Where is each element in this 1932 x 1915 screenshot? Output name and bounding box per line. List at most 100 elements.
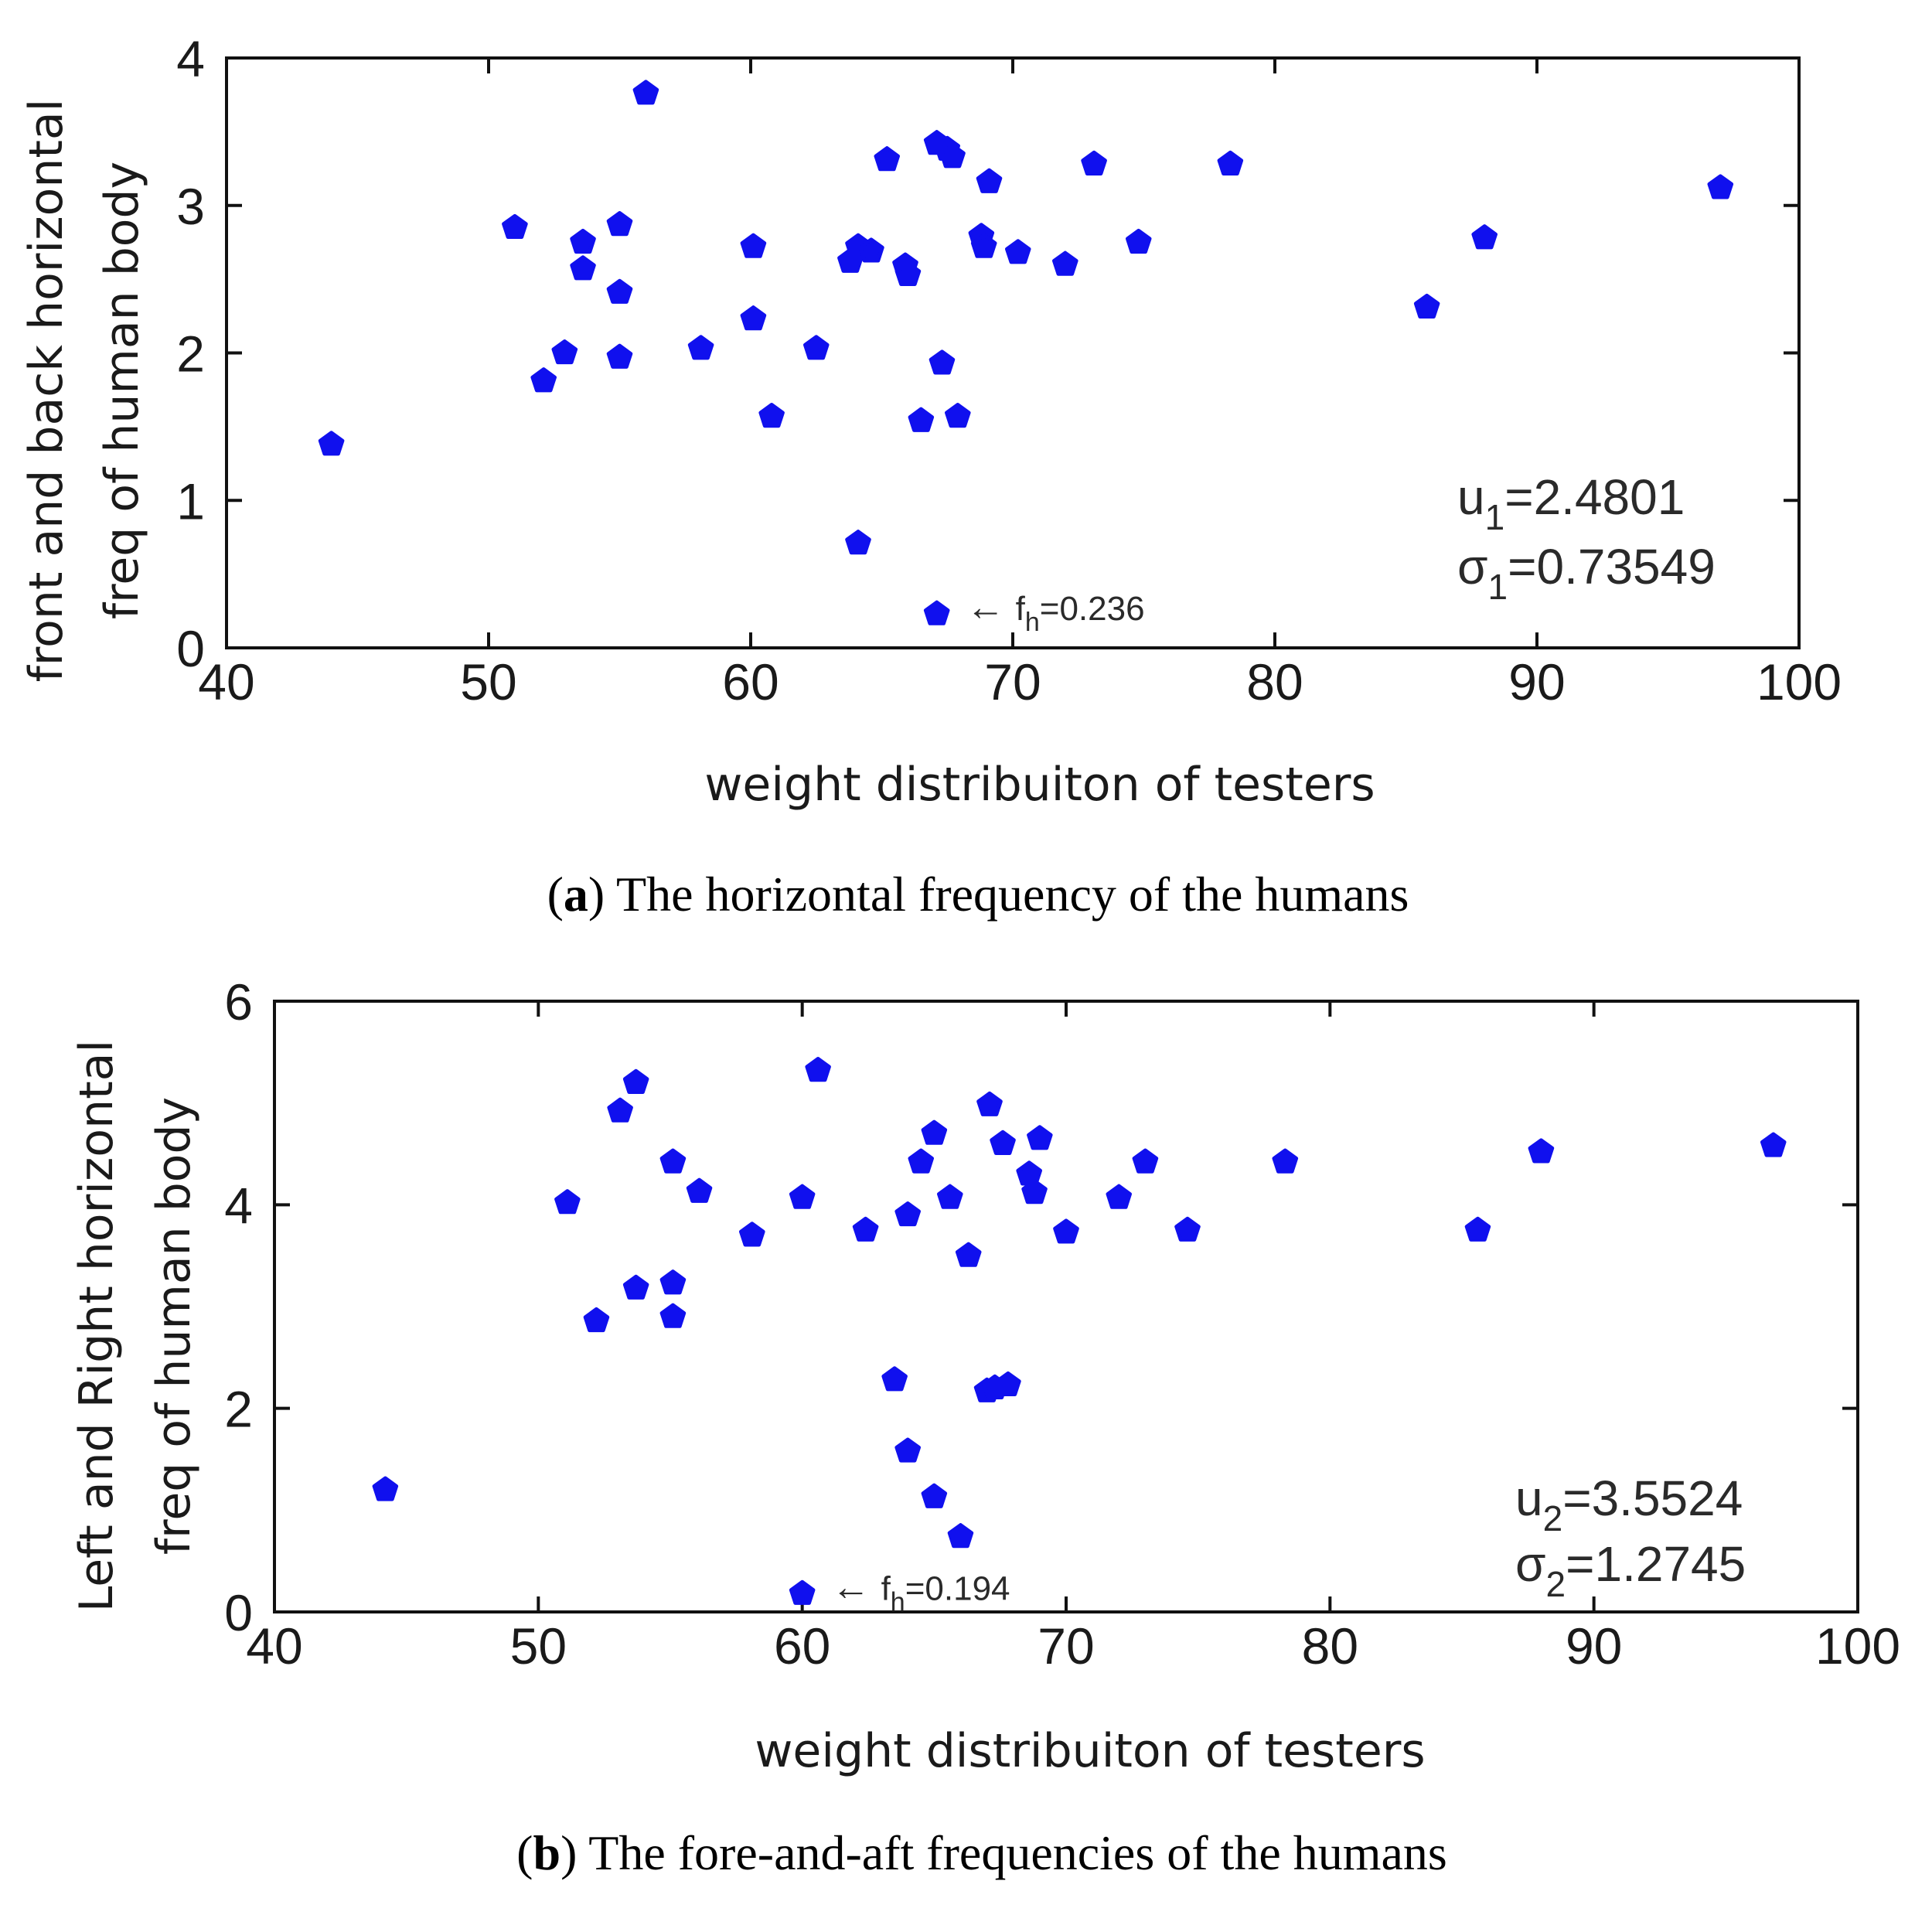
y-axis-label-line2: freq of human body (95, 162, 149, 619)
data-point (622, 1274, 649, 1300)
data-point (858, 237, 884, 263)
x-tick-label: 50 (510, 1617, 567, 1675)
data-point (874, 146, 900, 172)
data-point (1217, 150, 1244, 175)
data-point (758, 403, 785, 428)
data-point (530, 367, 557, 393)
x-tick-label: 100 (1757, 653, 1842, 710)
data-point (894, 261, 922, 286)
x-tick-label: 90 (1508, 653, 1565, 710)
data-point (939, 143, 966, 169)
y-axis-label-line2: freq of human body (147, 1097, 201, 1555)
mean-label: u2=3.5524 (1515, 1470, 1743, 1538)
data-point (1081, 150, 1107, 175)
data-point (1471, 224, 1498, 250)
x-tick-label: 70 (1038, 1617, 1094, 1675)
data-point (1413, 293, 1440, 319)
data-point (659, 1269, 687, 1295)
y-tick-label: 3 (176, 178, 205, 235)
x-tick-label: 50 (460, 653, 516, 710)
data-point (990, 1130, 1016, 1155)
y-tick-label: 2 (176, 325, 205, 383)
x-tick-label: 80 (1246, 653, 1303, 710)
data-point (570, 228, 596, 254)
y-tick-label: 4 (176, 30, 205, 87)
data-point (908, 1148, 934, 1174)
y-tick-label: 4 (224, 1177, 253, 1234)
y-axis-label-line1: front and back horizontal (19, 99, 73, 683)
y-axis-label-line1: Left and Right horizontal (70, 1040, 124, 1612)
data-point (921, 1483, 948, 1508)
data-point (803, 335, 830, 360)
data-point (921, 1119, 948, 1145)
x-tick-label: 100 (1815, 1617, 1900, 1675)
data-point (894, 1437, 921, 1463)
data-point (1132, 1148, 1159, 1174)
data-point (929, 349, 956, 375)
data-point (372, 1476, 399, 1501)
x-tick-label: 40 (246, 1617, 302, 1675)
x-tick-label: 60 (774, 1617, 830, 1675)
data-point (937, 1184, 963, 1209)
data-point (1174, 1216, 1201, 1242)
data-point (502, 213, 528, 239)
min-value-annotation: ← fh=0.194 (832, 1565, 1010, 1617)
data-point (852, 1216, 879, 1242)
data-point (945, 403, 971, 428)
data-point (740, 233, 767, 258)
data-point (606, 278, 633, 304)
data-point (622, 1068, 649, 1094)
x-axis-label: weight distribuiton of testers (755, 1724, 1425, 1778)
data-point (659, 1148, 687, 1174)
data-point (551, 339, 578, 365)
data-point (995, 1371, 1021, 1396)
x-tick-label: 90 (1566, 1617, 1622, 1675)
std-dev-label: σ2=1.2745 (1515, 1536, 1746, 1604)
std-dev-label: σ1=0.73549 (1457, 539, 1716, 607)
figure-caption: (b) The fore-and-aft frequencies of the … (516, 1825, 1447, 1880)
mean-label: u1=2.4801 (1457, 469, 1685, 537)
data-point (1760, 1132, 1787, 1157)
x-tick-label: 60 (722, 653, 779, 710)
data-point (632, 80, 659, 105)
data-point (1464, 1216, 1491, 1242)
data-point (606, 211, 633, 237)
data-point (923, 600, 950, 625)
data-point (318, 431, 345, 456)
data-point (1272, 1148, 1299, 1174)
data-point (687, 335, 714, 360)
data-point (976, 168, 1003, 193)
data-point (908, 407, 935, 432)
figure-caption: (a) The horizontal frequency of the huma… (547, 867, 1409, 922)
data-point (1528, 1138, 1555, 1164)
data-point (947, 1523, 974, 1549)
data-point (606, 343, 633, 369)
chart-panel-a: 40 50 60 70 80 90 100 0 1 2 3 4 ← fh=0.236 u1=2.4801σ… (19, 30, 1842, 922)
data-point (739, 1222, 765, 1247)
data-point (1106, 1184, 1132, 1209)
data-point (845, 530, 871, 555)
x-tick-label: 70 (984, 653, 1041, 710)
y-tick-label: 1 (176, 472, 205, 530)
x-tick-label: 40 (198, 653, 254, 710)
y-tick-label: 2 (224, 1381, 253, 1438)
chart-panel-b: 40 50 60 70 80 90 100 0 2 4 6 ← fh=0.194 u2=3.5524σ2… (70, 973, 1900, 1880)
data-point (789, 1579, 816, 1605)
data-point (686, 1177, 713, 1203)
y-tick-label: 0 (176, 620, 205, 677)
data-point (1005, 239, 1031, 264)
data-point (570, 255, 596, 281)
y-tick-label: 6 (224, 973, 253, 1031)
min-value-annotation: ← fh=0.236 (966, 585, 1145, 637)
data-point (583, 1307, 610, 1333)
data-point (554, 1189, 581, 1215)
data-point (1021, 1179, 1048, 1205)
data-point (881, 1366, 908, 1392)
data-point (607, 1097, 633, 1123)
data-point (955, 1242, 982, 1267)
data-point (1707, 174, 1734, 199)
data-point (976, 1091, 1003, 1116)
data-point (894, 1201, 921, 1227)
data-point (1052, 250, 1078, 276)
